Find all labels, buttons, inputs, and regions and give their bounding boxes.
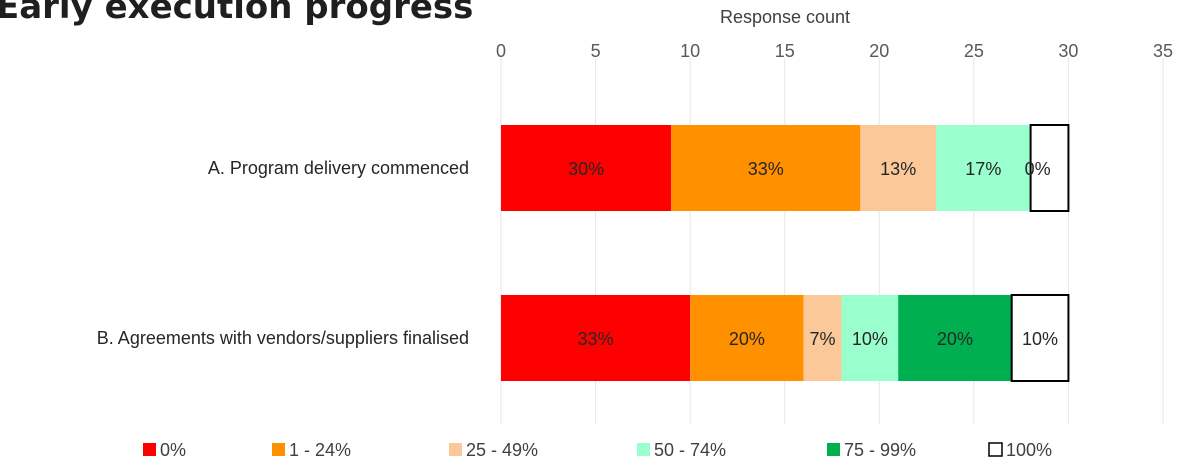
legend-swatch bbox=[988, 442, 1003, 457]
data-label: 30% bbox=[568, 159, 604, 179]
chart-title: Early execution progress bbox=[0, 0, 473, 27]
x-tick-label: 5 bbox=[591, 41, 601, 61]
data-label: 13% bbox=[880, 159, 916, 179]
legend-label: 25 - 49% bbox=[466, 440, 538, 460]
data-label: 17% bbox=[965, 159, 1001, 179]
bars bbox=[501, 124, 1070, 382]
data-label: 0% bbox=[1025, 159, 1051, 179]
data-label: 20% bbox=[937, 329, 973, 349]
legend: 0% 1 - 24% 25 - 49% 50 - 74% 75 - 99% 100% bbox=[143, 440, 1052, 460]
data-label: 7% bbox=[810, 329, 836, 349]
bar-segment bbox=[1029, 124, 1070, 212]
gridlines bbox=[500, 58, 1164, 424]
legend-label: 75 - 99% bbox=[844, 440, 916, 460]
legend-label: 1 - 24% bbox=[289, 440, 351, 460]
data-label: 10% bbox=[1022, 329, 1058, 349]
bar-segment bbox=[841, 295, 899, 381]
x-tick-label: 30 bbox=[1058, 41, 1078, 61]
bar-segment bbox=[936, 125, 1031, 211]
data-label: 10% bbox=[852, 329, 888, 349]
category-label: B. Agreements with vendors/suppliers fin… bbox=[97, 328, 469, 348]
legend-swatch bbox=[637, 443, 650, 456]
legend-label: 100% bbox=[1006, 440, 1052, 460]
legend-swatch bbox=[449, 443, 462, 456]
x-axis-title: Response count bbox=[720, 7, 850, 27]
x-tick-label: 20 bbox=[869, 41, 889, 61]
x-tick-label: 35 bbox=[1153, 41, 1173, 61]
x-tick-label: 25 bbox=[964, 41, 984, 61]
legend-label: 50 - 74% bbox=[654, 440, 726, 460]
x-tick-label: 10 bbox=[680, 41, 700, 61]
legend-label: 0% bbox=[160, 440, 186, 460]
data-label: 33% bbox=[748, 159, 784, 179]
x-tick-label: 0 bbox=[496, 41, 506, 61]
bar-segment bbox=[501, 295, 691, 381]
bar-segment bbox=[1010, 294, 1070, 382]
x-tick-label: 15 bbox=[775, 41, 795, 61]
data-label: 20% bbox=[729, 329, 765, 349]
legend-swatch bbox=[272, 443, 285, 456]
bar-segment bbox=[860, 125, 937, 211]
data-label: 33% bbox=[578, 329, 614, 349]
legend-swatch bbox=[143, 443, 156, 456]
x-axis-ticks: 0 5 10 15 20 25 30 35 bbox=[496, 41, 1173, 61]
bar-segment bbox=[690, 295, 804, 381]
data-labels: 30% 33% 13% 17% 0% 33% 20% 7% 10% 20% 10% bbox=[568, 159, 1058, 349]
legend-swatch bbox=[827, 443, 840, 456]
bar-segment bbox=[501, 125, 672, 211]
bar-segment bbox=[671, 125, 861, 211]
category-labels: A. Program delivery commenced B. Agreemen… bbox=[97, 158, 469, 348]
category-label: A. Program delivery commenced bbox=[208, 158, 469, 178]
bar-segment bbox=[803, 295, 842, 381]
bar-segment bbox=[898, 295, 1012, 381]
